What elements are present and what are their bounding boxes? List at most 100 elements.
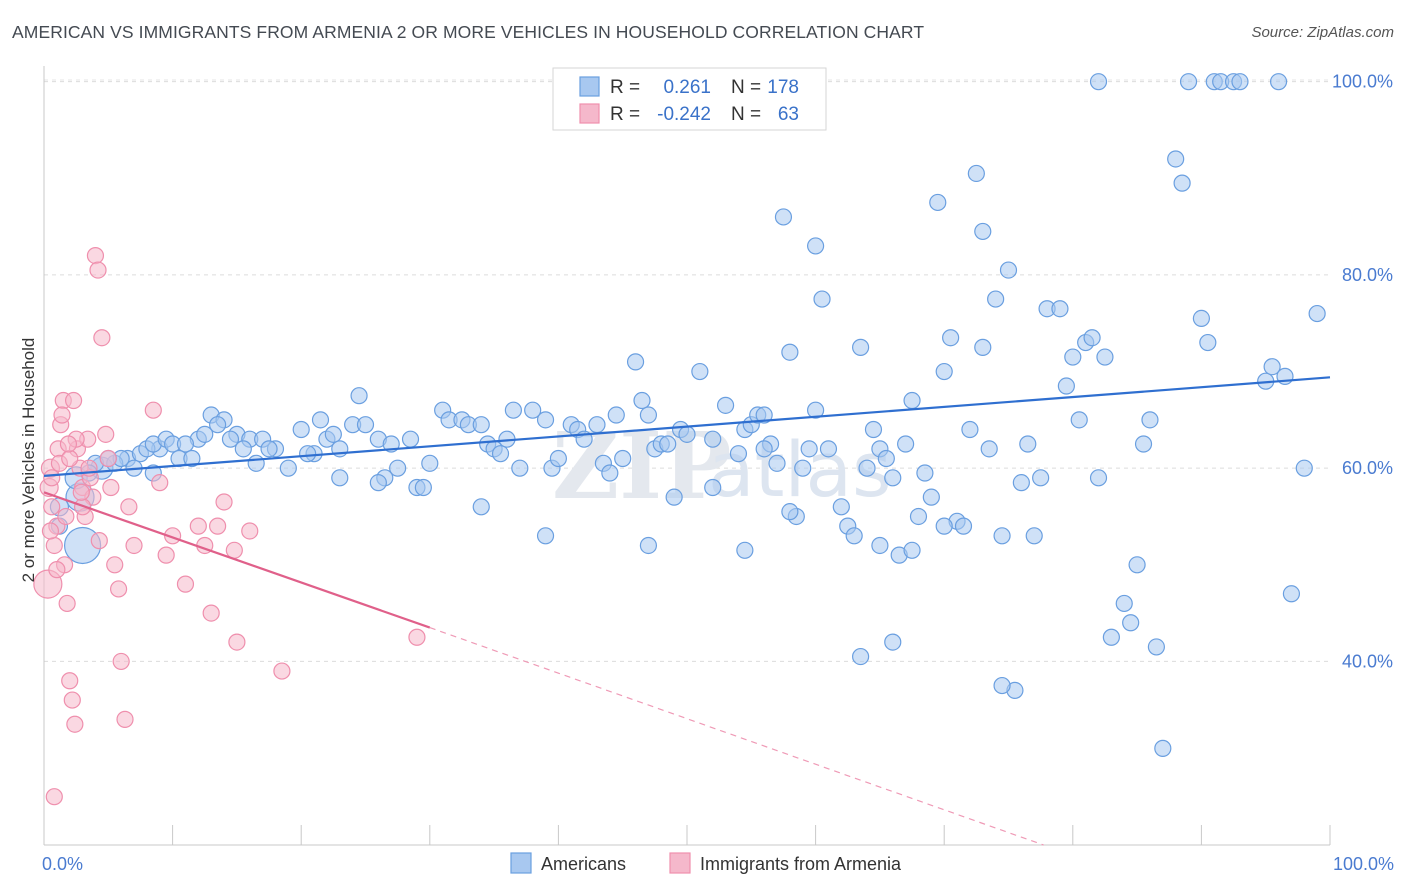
data-point <box>1089 73 1108 91</box>
data-point <box>66 715 84 733</box>
data-point <box>1057 377 1075 395</box>
data-point <box>1179 73 1198 91</box>
data-point <box>1019 435 1037 453</box>
data-point <box>1070 411 1088 429</box>
data-point <box>729 445 748 463</box>
data-point <box>356 416 375 434</box>
data-point <box>929 193 947 212</box>
data-point <box>48 561 66 579</box>
data-point <box>832 498 850 516</box>
data-point <box>1231 73 1249 91</box>
data-point <box>626 353 645 371</box>
data-point <box>1032 469 1050 487</box>
data-point <box>1025 527 1043 545</box>
data-point <box>774 208 793 226</box>
data-point <box>421 454 439 472</box>
data-point <box>852 647 870 666</box>
data-point <box>607 406 625 424</box>
data-point <box>736 541 754 559</box>
data-point <box>852 338 870 356</box>
data-point <box>800 440 818 458</box>
data-point <box>755 406 773 424</box>
data-point <box>183 449 201 468</box>
data-point <box>1128 556 1146 574</box>
x-tick-labels: 0.0% 100.0% <box>42 854 1394 874</box>
data-point <box>1051 300 1069 318</box>
data-point <box>234 440 252 458</box>
data-point <box>196 425 214 443</box>
data-point <box>176 435 195 453</box>
data-point <box>1308 304 1326 323</box>
data-point <box>59 435 78 453</box>
data-point <box>794 459 812 477</box>
data-point <box>401 430 420 448</box>
data-point <box>536 411 555 429</box>
data-point <box>472 416 490 434</box>
trend-line-americans <box>43 376 1331 477</box>
data-point <box>472 498 490 516</box>
data-point <box>588 416 606 434</box>
data-point <box>954 517 973 535</box>
data-point <box>942 329 960 347</box>
data-point <box>781 343 799 361</box>
data-point <box>202 604 220 622</box>
data-point <box>877 449 895 468</box>
data-point <box>980 440 998 458</box>
grid-lines <box>44 79 1330 662</box>
data-point <box>524 401 542 419</box>
data-point <box>1199 333 1217 352</box>
series-americans <box>49 73 1326 757</box>
data-point <box>64 391 83 410</box>
data-point <box>1263 358 1281 376</box>
data-point <box>279 459 297 477</box>
data-point <box>63 691 81 709</box>
data-point <box>987 290 1005 308</box>
data-point <box>144 401 162 419</box>
data-point <box>151 474 169 492</box>
data-point <box>369 474 387 492</box>
data-point <box>41 522 60 540</box>
data-point <box>511 459 529 477</box>
top-legend: R = 0.261 N = 178 R = -0.242 N = 63 <box>552 67 827 131</box>
data-point <box>86 246 105 265</box>
data-point <box>614 449 632 468</box>
data-point <box>116 710 134 728</box>
x-tick-label: 100.0% <box>1333 854 1394 874</box>
data-point <box>89 261 107 279</box>
trend-line-armenia <box>43 491 431 629</box>
data-point <box>176 575 195 593</box>
legend-swatch-armenia <box>579 103 600 124</box>
chart-source: Source: ZipAtlas.com <box>1251 24 1394 41</box>
y-tick-label: 80.0% <box>1342 265 1393 285</box>
data-point <box>106 556 124 574</box>
trend-line-armenia-extension <box>429 627 1044 846</box>
data-point <box>45 536 63 555</box>
data-point <box>909 507 928 526</box>
data-point <box>43 498 61 516</box>
data-point <box>1141 411 1159 429</box>
y-tick-label: 40.0% <box>1342 651 1393 671</box>
data-point <box>845 527 863 545</box>
data-point <box>601 464 619 482</box>
data-point <box>221 430 240 448</box>
data-point <box>755 440 773 458</box>
data-point <box>1147 638 1165 656</box>
data-point <box>61 672 79 690</box>
data-point <box>1134 435 1153 453</box>
data-point <box>228 633 246 651</box>
data-point <box>189 517 207 535</box>
axes <box>43 66 1331 846</box>
data-point <box>311 411 330 429</box>
data-point <box>99 449 117 468</box>
data-point <box>350 387 368 405</box>
data-point <box>903 391 921 410</box>
data-point <box>58 594 76 613</box>
data-point <box>897 435 915 453</box>
x-tick-label: 0.0% <box>42 854 83 874</box>
y-tick-label: 100.0% <box>1332 72 1393 92</box>
data-point <box>1192 309 1211 327</box>
data-point <box>209 517 227 535</box>
data-point <box>993 676 1011 695</box>
data-point <box>299 445 317 463</box>
data-point <box>260 440 278 458</box>
